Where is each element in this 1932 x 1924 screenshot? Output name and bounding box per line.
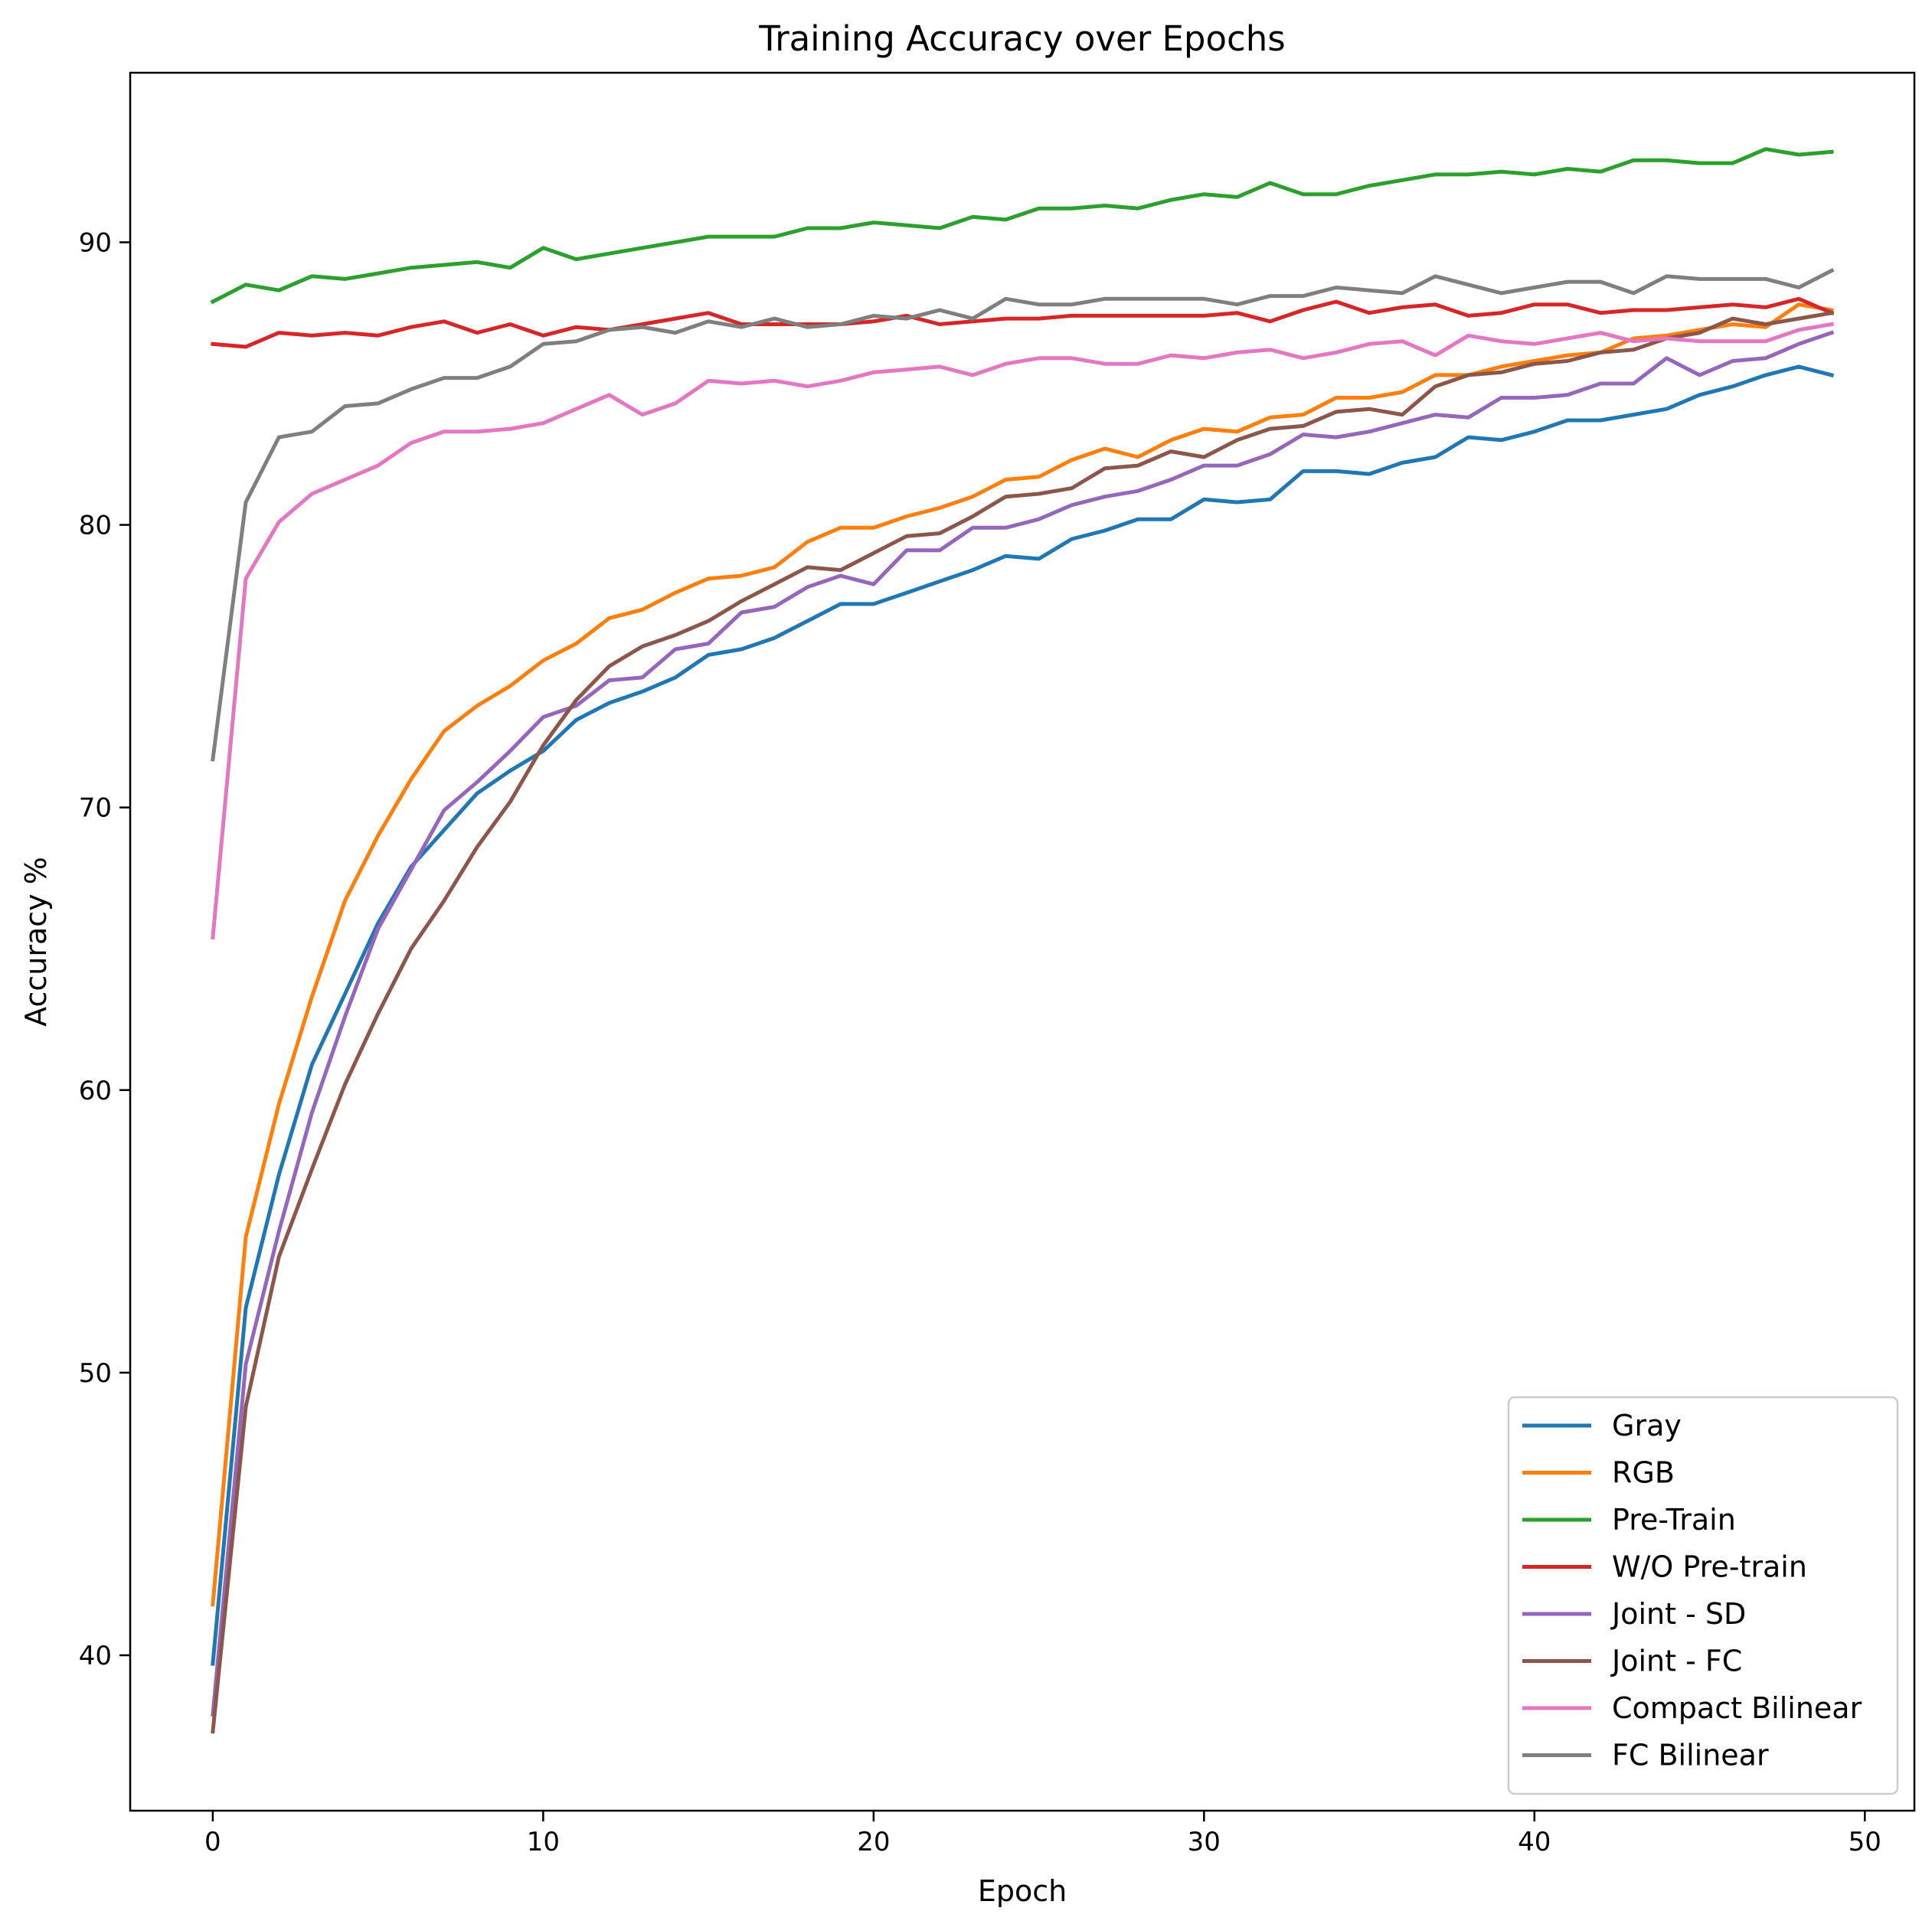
legend-box [1507,1396,1899,1795]
legend-label-6: Compact Bilinear [1612,1691,1862,1725]
x-tick-label: 10 [527,1827,560,1857]
legend: Gray RGB Pre-Train W/O Pre-train Joint - SD J… [1507,1396,1899,1795]
x-axis-label: Epoch [978,1874,1067,1908]
series-line-0 [211,364,1835,1666]
series-line-2 [210,147,1834,305]
y-tick-label: 60 [79,1076,112,1106]
legend-label-0: Gray [1612,1409,1682,1442]
plot-frame [129,71,1916,1812]
x-tick-label: 50 [1849,1827,1881,1857]
y-tick-label: 90 [79,227,112,258]
x-tick-label: 20 [857,1827,890,1857]
legend-label-3: W/O Pre-train [1612,1550,1807,1584]
series-line-4 [211,330,1835,1717]
series-line-3 [211,296,1835,349]
legend-label-2: Pre-Train [1612,1503,1736,1537]
legend-label-4: Joint - SD [1610,1597,1746,1631]
x-tick-label: 40 [1518,1827,1551,1857]
series-line-1 [211,302,1834,1607]
legend-label-1: RGB [1612,1456,1675,1490]
y-axis-label: Accuracy % [19,857,53,1027]
series-line-5 [211,310,1834,1734]
y-tick-label: 50 [79,1358,112,1389]
y-tick-label: 40 [79,1641,112,1671]
x-tick-label: 30 [1188,1827,1221,1857]
series-line-6 [211,322,1834,940]
plot-lines [210,147,1835,1734]
legend-label-7: FC Bilinear [1612,1739,1769,1772]
series-line-7 [211,268,1835,762]
x-tick-label: 0 [204,1827,221,1857]
chart-title: Training Accuracy over Epochs [758,18,1286,59]
x-axis-ticks: 0 10 20 30 40 50 [204,1811,1881,1857]
y-tick-label: 80 [79,511,112,541]
y-axis-ticks: 40 50 60 70 80 90 [79,227,130,1671]
y-tick-label: 70 [79,793,112,824]
legend-label-5: Joint - FC [1610,1645,1742,1678]
